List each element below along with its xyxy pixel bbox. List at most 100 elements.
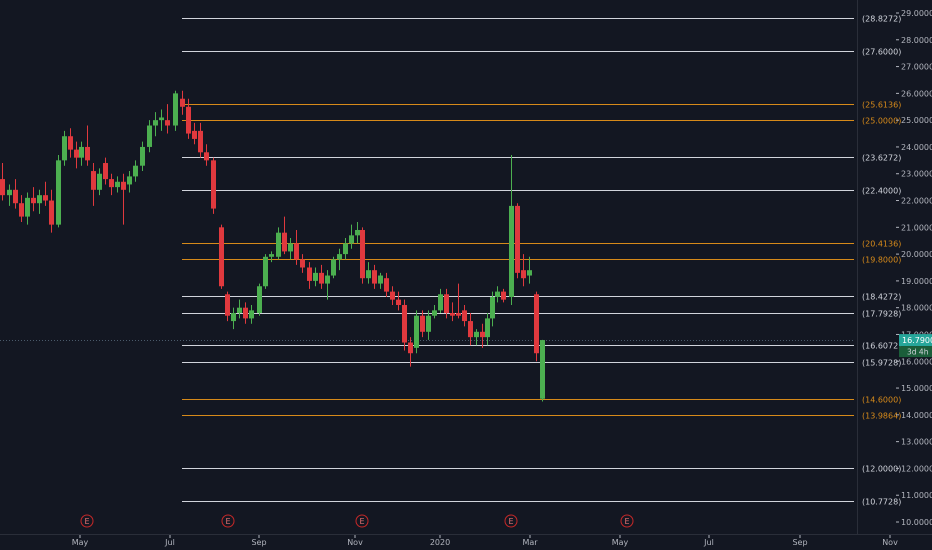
candle xyxy=(501,288,506,303)
candle xyxy=(198,122,203,158)
candle-body xyxy=(121,181,126,190)
candle xyxy=(62,130,67,166)
candle xyxy=(319,264,324,289)
level-label: (27.6000) xyxy=(862,48,901,57)
candle xyxy=(91,163,96,206)
candle xyxy=(366,262,371,284)
candle-body xyxy=(219,227,224,287)
candle xyxy=(485,313,490,346)
price-axis[interactable]: 29.0000 28.0000 27.0000 26.0000 25.0000 24.00… xyxy=(857,0,932,534)
candle xyxy=(432,305,437,319)
candle xyxy=(408,337,413,367)
y-tick-label: 29.0000 xyxy=(901,9,932,18)
candle xyxy=(68,128,73,158)
level-label: (22.4000) xyxy=(862,187,901,196)
earnings-marker[interactable]: E xyxy=(620,514,634,528)
y-tick-label: 12.0000 xyxy=(901,464,932,473)
candle-body xyxy=(85,146,90,161)
candle xyxy=(300,254,305,273)
candle-body xyxy=(527,270,532,276)
candle xyxy=(349,224,354,249)
candle-body xyxy=(257,286,262,314)
candle xyxy=(7,184,12,206)
candle xyxy=(294,229,299,265)
earnings-marker[interactable]: E xyxy=(221,514,235,528)
candle xyxy=(378,272,383,289)
candle xyxy=(159,109,164,131)
level-label: (23.6272) xyxy=(862,154,901,163)
x-tick-label: May xyxy=(72,538,89,547)
level-label: (10.7728) xyxy=(862,498,901,507)
candle-body xyxy=(540,340,545,399)
candle-body xyxy=(62,136,67,161)
bar-timer-tag xyxy=(899,346,932,358)
candle-body xyxy=(7,189,12,196)
candle-body xyxy=(249,310,254,319)
level-label: (20.4136) xyxy=(862,240,901,249)
candle-body xyxy=(97,173,102,190)
x-tick-label: 2020 xyxy=(430,538,450,547)
candle-body xyxy=(313,272,318,281)
candle xyxy=(115,176,120,193)
candle xyxy=(165,104,170,134)
candle-body xyxy=(468,321,473,338)
earnings-marker[interactable]: E xyxy=(504,514,518,528)
current-price-tag xyxy=(899,334,932,347)
candle-body xyxy=(426,315,431,332)
candle-body xyxy=(462,310,467,322)
y-tick-label: 27.0000 xyxy=(901,63,932,72)
y-tick-label: 15.0000 xyxy=(901,384,932,393)
time-axis[interactable]: May Jul Sep Nov 2020 Mar May Jul Sep Nov xyxy=(0,534,932,548)
candle xyxy=(450,302,455,322)
candle-body xyxy=(91,171,96,190)
candle-body xyxy=(390,291,395,300)
earnings-label: E xyxy=(508,517,513,526)
candle xyxy=(495,286,500,303)
candle-body xyxy=(109,179,114,188)
candle-body xyxy=(515,205,520,273)
x-tick-label: Nov xyxy=(882,538,898,547)
level-label: (18.4272) xyxy=(862,293,901,302)
candle-body xyxy=(474,331,479,338)
candle-body xyxy=(225,294,230,316)
y-tick-label: 24.0000 xyxy=(901,143,932,152)
candle xyxy=(109,173,114,196)
earnings-marker[interactable]: E xyxy=(355,514,369,528)
candle-body xyxy=(140,146,145,166)
earnings-marker[interactable]: E xyxy=(80,514,94,528)
level-label: (25.6136) xyxy=(862,101,901,110)
candle-body xyxy=(384,278,389,292)
candle-body xyxy=(103,163,108,180)
candle xyxy=(19,195,24,222)
candle xyxy=(31,187,36,212)
candle xyxy=(337,248,342,271)
candle-body xyxy=(288,243,293,252)
candles xyxy=(0,90,545,402)
y-tick-label: 20.0000 xyxy=(901,250,932,259)
candle-body xyxy=(378,275,383,284)
candle-body xyxy=(432,310,437,316)
candle-body xyxy=(307,267,312,281)
candle xyxy=(474,329,479,346)
candle-body xyxy=(153,120,158,126)
candle xyxy=(231,307,236,330)
y-tick-label: 11.0000 xyxy=(901,491,932,500)
candle xyxy=(527,256,532,284)
level-label: (13.9864) xyxy=(862,412,901,421)
candle xyxy=(211,157,216,214)
candle-body xyxy=(56,160,61,225)
candle xyxy=(360,227,365,284)
x-tick-label: Sep xyxy=(251,538,266,547)
candle xyxy=(269,251,274,263)
candle xyxy=(257,283,262,316)
candle-body xyxy=(192,130,197,139)
candle-body xyxy=(165,120,170,126)
candle-body xyxy=(115,181,120,188)
candle-body xyxy=(198,130,203,153)
candle-body xyxy=(509,205,514,297)
candle-body xyxy=(360,229,365,279)
candle xyxy=(288,238,293,260)
candle-body xyxy=(349,235,354,244)
